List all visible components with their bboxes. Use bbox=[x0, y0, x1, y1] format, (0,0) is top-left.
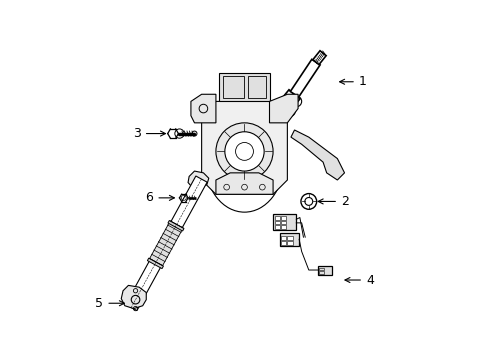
Bar bbox=[272, 214, 296, 230]
Polygon shape bbox=[290, 130, 344, 180]
Bar bbox=[318, 271, 324, 274]
Polygon shape bbox=[167, 220, 183, 231]
Circle shape bbox=[224, 132, 264, 171]
Bar bbox=[281, 221, 285, 224]
Polygon shape bbox=[290, 59, 320, 97]
Polygon shape bbox=[125, 176, 207, 311]
Polygon shape bbox=[216, 173, 272, 194]
Bar bbox=[287, 236, 292, 240]
Bar bbox=[281, 236, 285, 240]
Text: 6: 6 bbox=[145, 192, 174, 204]
Bar bbox=[274, 221, 279, 224]
Polygon shape bbox=[219, 73, 269, 102]
Polygon shape bbox=[201, 102, 287, 194]
Bar bbox=[274, 216, 279, 220]
Bar bbox=[318, 267, 324, 270]
Bar bbox=[281, 242, 285, 245]
Circle shape bbox=[300, 194, 316, 209]
Circle shape bbox=[192, 131, 197, 136]
Polygon shape bbox=[149, 221, 183, 266]
Bar bbox=[247, 76, 265, 98]
Circle shape bbox=[216, 123, 272, 180]
Polygon shape bbox=[121, 285, 146, 309]
Bar bbox=[287, 242, 292, 245]
Text: 3: 3 bbox=[133, 127, 165, 140]
Text: 1: 1 bbox=[339, 75, 366, 88]
Bar bbox=[223, 76, 244, 98]
Polygon shape bbox=[264, 90, 300, 129]
Bar bbox=[274, 225, 279, 229]
Polygon shape bbox=[190, 94, 216, 123]
Bar bbox=[281, 225, 285, 229]
Polygon shape bbox=[312, 51, 325, 64]
Bar bbox=[281, 216, 285, 220]
Bar bbox=[317, 266, 331, 275]
Text: 2: 2 bbox=[318, 195, 348, 208]
Text: 4: 4 bbox=[344, 274, 373, 287]
Text: 5: 5 bbox=[95, 297, 124, 310]
Bar bbox=[279, 233, 299, 246]
Polygon shape bbox=[188, 171, 208, 189]
Polygon shape bbox=[147, 258, 163, 269]
Polygon shape bbox=[269, 94, 298, 123]
